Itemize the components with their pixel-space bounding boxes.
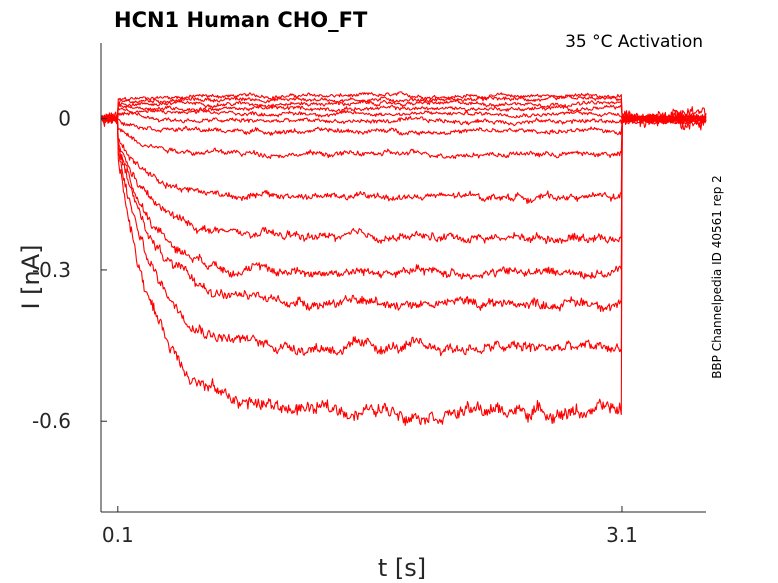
x-tick-label: 3.1 — [606, 523, 638, 547]
current-trace — [100, 110, 707, 312]
x-axis-label: t [s] — [378, 554, 426, 582]
current-trace — [100, 115, 707, 136]
current-trace — [100, 94, 707, 121]
current-trace — [100, 107, 707, 123]
current-trace — [100, 114, 707, 159]
current-trace — [100, 113, 707, 205]
current-trace — [100, 113, 707, 280]
y-ticks: 0 -0.3 -0.6 — [32, 107, 107, 433]
x-tick-label: 0.1 — [102, 523, 134, 547]
chart-subtitle: 35 °C Activation — [565, 32, 703, 52]
current-trace — [100, 91, 707, 123]
current-trace — [100, 108, 707, 426]
traces — [100, 91, 707, 426]
y-tick-label: -0.3 — [32, 258, 71, 282]
current-trace — [100, 106, 707, 357]
current-trace — [100, 109, 707, 245]
y-tick-label: 0 — [58, 107, 71, 131]
chart-title: HCN1 Human CHO_FT — [114, 8, 368, 32]
current-trace — [100, 111, 707, 127]
x-ticks: 0.1 3.1 — [102, 506, 638, 547]
source-label: BBP Channelpedia ID 40561 rep 2 — [710, 175, 724, 379]
y-tick-label: -0.6 — [32, 409, 71, 433]
current-trace — [100, 99, 707, 123]
y-axis-label: I [nA] — [17, 244, 45, 309]
